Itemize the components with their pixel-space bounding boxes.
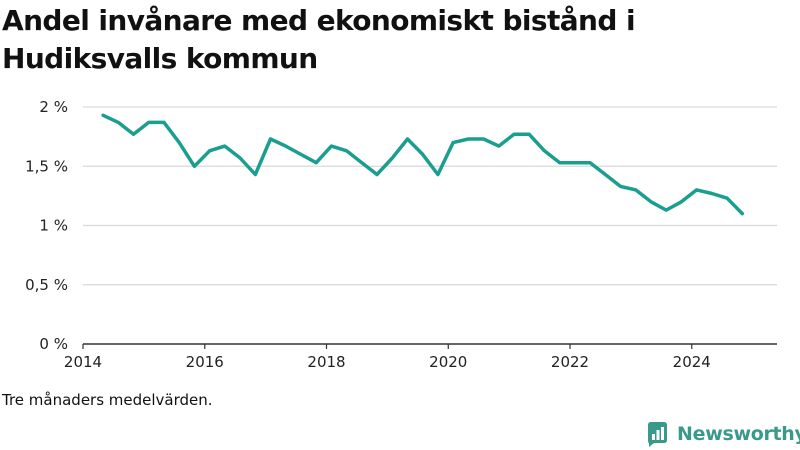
series-line xyxy=(101,113,745,216)
x-tick-label: 2022 xyxy=(551,353,589,371)
x-tick-label: 2024 xyxy=(673,353,711,371)
y-tick-label: 1 % xyxy=(39,217,68,235)
y-tick-label: 0,5 % xyxy=(25,276,68,294)
series-layer xyxy=(101,113,745,216)
y-tick-label: 2 % xyxy=(39,98,68,116)
y-tick-label: 0 % xyxy=(39,335,68,353)
axes: 0 % 0,5 % 1 % 1,5 % 2 % 2014 2016 2018 2020 2022 2… xyxy=(25,98,777,371)
newsworthy-brand[interactable]: Newsworthy xyxy=(645,419,800,449)
x-tick-label: 2020 xyxy=(429,353,467,371)
chart-title: Andel invånare med ekonomiskt bistånd i … xyxy=(2,4,636,75)
y-tick-label: 1,5 % xyxy=(25,157,68,175)
x-tick-label: 2014 xyxy=(64,353,102,371)
gridlines xyxy=(83,106,777,286)
newsworthy-logo-icon xyxy=(648,422,667,447)
x-tick-label: 2016 xyxy=(186,353,224,371)
brand-name: Newsworthy xyxy=(677,423,800,445)
x-tick-label: 2018 xyxy=(307,353,345,371)
chart-caption: Tre månaders medelvärden. xyxy=(2,391,213,409)
